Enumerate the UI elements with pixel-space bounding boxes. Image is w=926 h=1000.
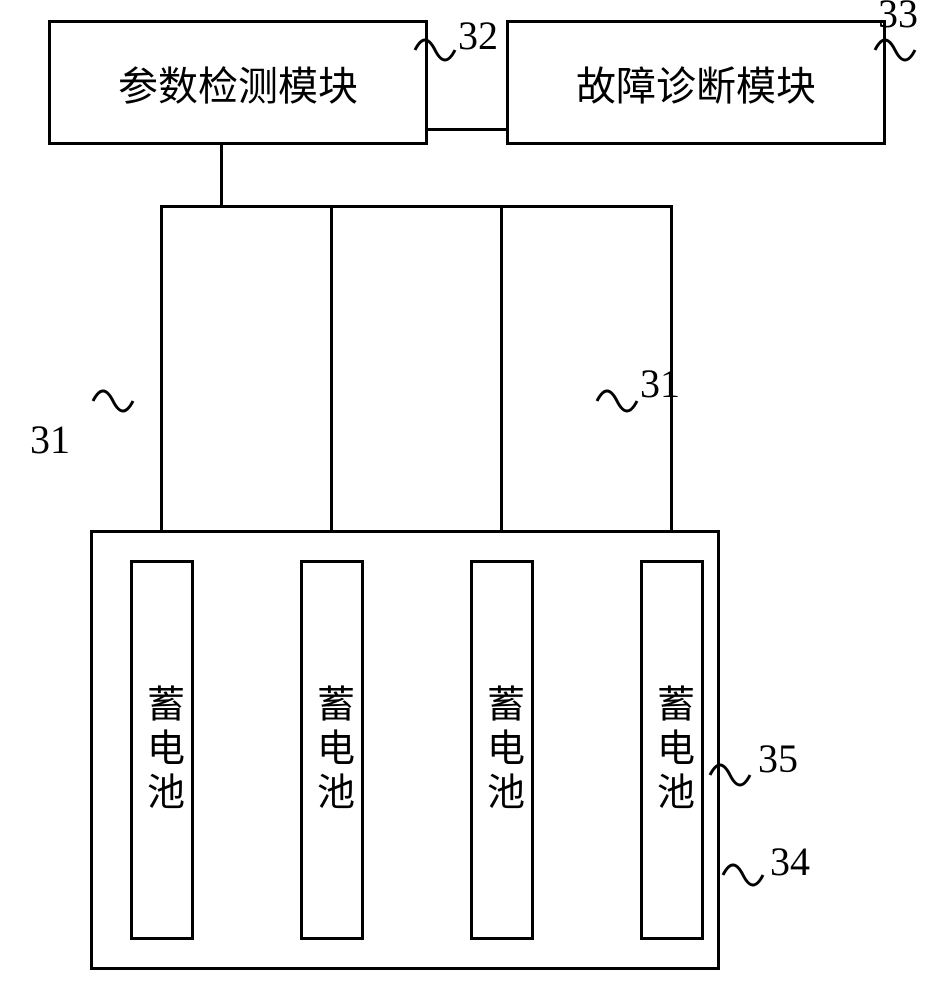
fault-diagnosis-module: 故障诊断模块 (506, 20, 886, 145)
wire-1 (160, 205, 163, 560)
wave-35 (705, 750, 755, 800)
horizontal-bus (160, 205, 670, 208)
battery-cell-3: 蓄电池 (470, 560, 534, 940)
ref-34: 34 (770, 838, 810, 885)
battery-cell-4: 蓄电池 (640, 560, 704, 940)
wire-2 (330, 205, 333, 560)
wave-31-right (592, 376, 642, 426)
battery-cell-label: 蓄电池 (305, 684, 360, 816)
ref-35: 35 (758, 735, 798, 782)
battery-cell-2: 蓄电池 (300, 560, 364, 940)
ref-33: 33 (878, 0, 918, 37)
trunk-top (220, 145, 223, 205)
module-connector (428, 128, 506, 131)
battery-cell-label: 蓄电池 (135, 684, 190, 816)
wave-32 (410, 25, 460, 75)
ref-31-left: 31 (30, 416, 70, 463)
ref-32: 32 (458, 12, 498, 59)
ref-31-right: 31 (640, 360, 680, 407)
wire-3 (500, 205, 503, 560)
parameter-detection-module: 参数检测模块 (48, 20, 428, 145)
wave-34 (718, 850, 768, 900)
wave-31-left (88, 376, 138, 426)
battery-cell-label: 蓄电池 (475, 684, 530, 816)
battery-cell-1: 蓄电池 (130, 560, 194, 940)
battery-cell-label: 蓄电池 (645, 684, 700, 816)
fault-module-label: 故障诊断模块 (576, 54, 816, 112)
param-module-label: 参数检测模块 (118, 54, 358, 112)
